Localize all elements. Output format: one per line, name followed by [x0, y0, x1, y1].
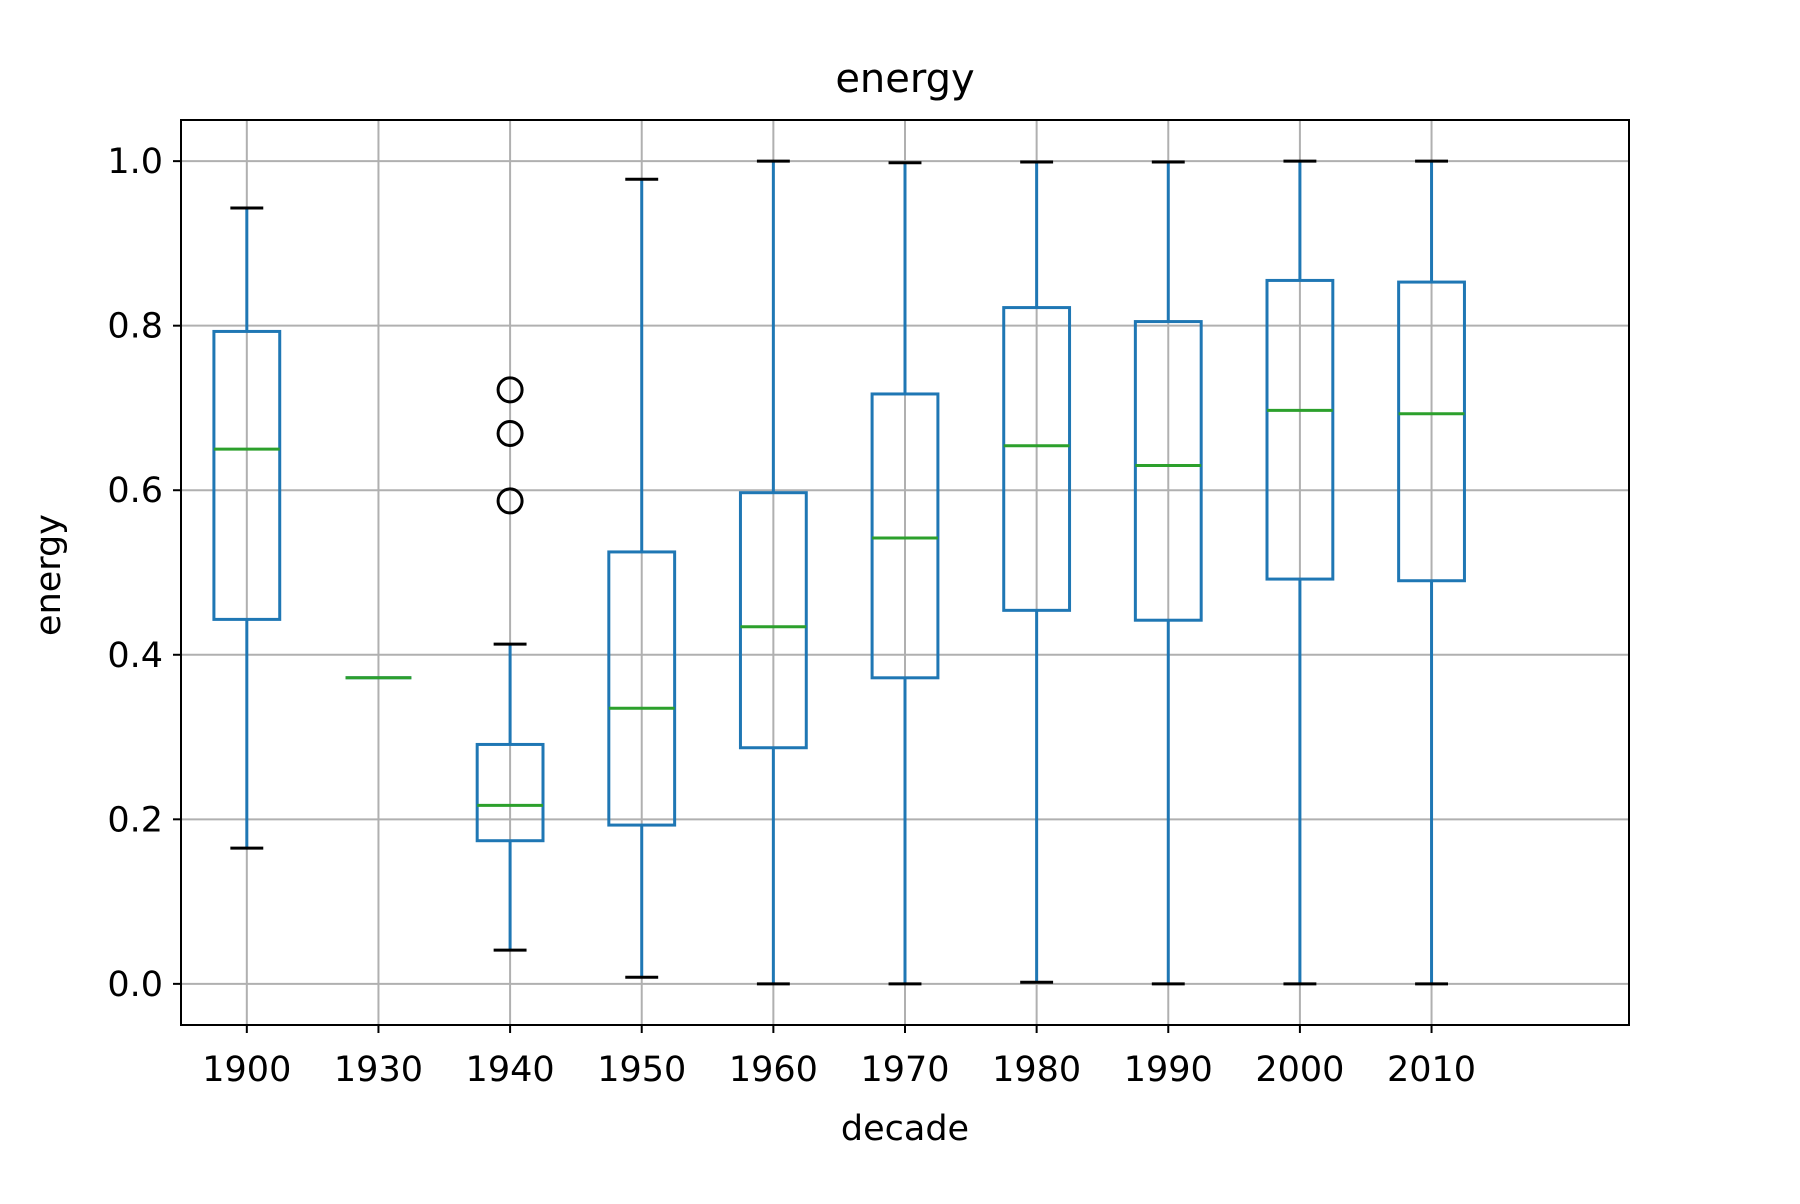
- chart-title: energy: [835, 56, 974, 102]
- ticks-layer: 0.0 0.2 0.4 0.6 0.8 1.0 1900 1930 1940 1950 1960 19…: [107, 142, 1476, 1090]
- x-tick-label: 1970: [860, 1050, 949, 1090]
- x-tick-label: 1980: [992, 1050, 1081, 1090]
- iqr-box: [1265, 278, 1335, 581]
- box-group-2000: [1265, 159, 1335, 986]
- box-group-1960: [738, 159, 808, 986]
- iqr-box: [738, 491, 808, 750]
- x-tick-label: 2010: [1387, 1050, 1476, 1090]
- outlier-point: [496, 487, 524, 515]
- y-tick-label: 0.4: [107, 636, 163, 676]
- box-group-1950: [607, 177, 677, 979]
- iqr-box: [870, 392, 940, 680]
- y-tick-label: 0.8: [107, 307, 163, 347]
- outlier-point: [496, 376, 524, 404]
- x-axis-label: decade: [841, 1109, 969, 1149]
- x-tick-label: 1940: [466, 1050, 555, 1090]
- x-tick-label: 1900: [202, 1050, 291, 1090]
- y-axis-label: energy: [29, 514, 69, 636]
- boxes-layer: [212, 159, 1466, 986]
- iqr-box: [1133, 320, 1203, 622]
- box-group-1980: [1002, 160, 1072, 984]
- iqr-box: [1002, 306, 1072, 612]
- x-tick-label: 1950: [597, 1050, 686, 1090]
- y-tick-label: 1.0: [107, 142, 163, 182]
- x-tick-label: 1930: [334, 1050, 423, 1090]
- iqr-box: [607, 550, 677, 827]
- box-group-1990: [1133, 160, 1203, 986]
- box-group-1970: [870, 161, 940, 986]
- box-group-1940: [475, 376, 545, 952]
- x-tick-label: 2000: [1255, 1050, 1344, 1090]
- x-tick-label: 1960: [729, 1050, 818, 1090]
- iqr-box: [1397, 280, 1466, 583]
- iqr-box: [475, 742, 545, 843]
- y-tick-label: 0.6: [107, 471, 163, 511]
- y-tick-label: 0.0: [107, 965, 163, 1005]
- box-group-1900: [212, 206, 282, 850]
- box-group-2010: [1397, 159, 1466, 986]
- x-tick-label: 1990: [1124, 1050, 1213, 1090]
- outlier-point: [496, 419, 524, 447]
- y-tick-label: 0.2: [107, 800, 163, 840]
- iqr-box: [212, 329, 282, 621]
